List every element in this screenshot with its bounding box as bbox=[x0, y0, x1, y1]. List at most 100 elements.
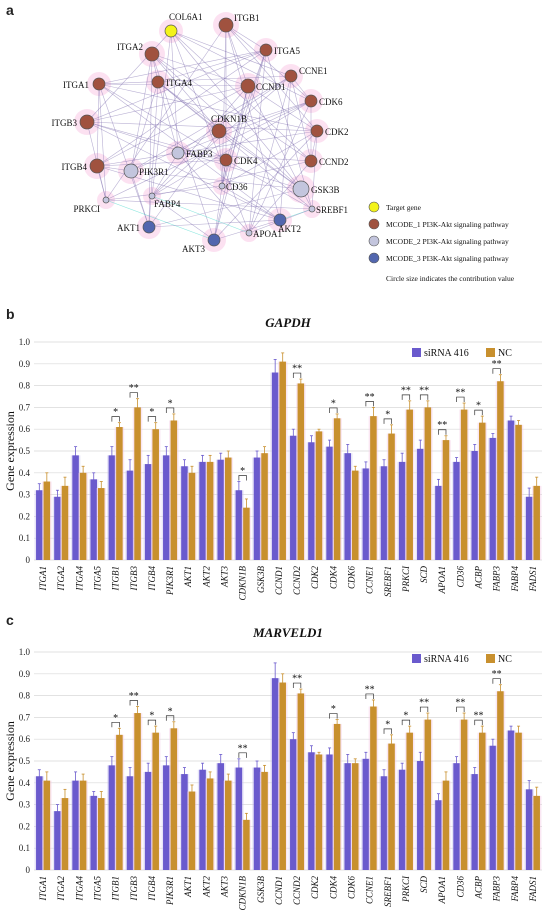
network-edge bbox=[177, 152, 312, 162]
node-label-cdkn1b: CDKN1B bbox=[211, 114, 247, 124]
y-tick-label: 0.8 bbox=[19, 691, 31, 701]
network-edge bbox=[151, 195, 215, 241]
bar-nc-fads1 bbox=[533, 485, 540, 560]
network-edge bbox=[96, 159, 227, 167]
node-label-apoa1: APOA1 bbox=[253, 229, 282, 239]
node-cdk6 bbox=[304, 94, 318, 108]
legend-swatch bbox=[412, 654, 421, 663]
significance-label: ** bbox=[292, 674, 302, 685]
bar-nc-itga2 bbox=[61, 798, 69, 870]
bar-sirna-cdk6 bbox=[344, 453, 351, 560]
node-ccnd2 bbox=[304, 154, 318, 168]
x-tick-label: PRKCI bbox=[401, 565, 411, 593]
node-label-fabp3: FABP3 bbox=[186, 149, 213, 159]
bar-nc-itgb4 bbox=[152, 429, 159, 560]
node-col6a1 bbox=[164, 24, 178, 38]
network-nodes: COL6A1 ITGB1 ITGA2 ITGA5 CCNE1 ITGA1 ITGA4 CCND… bbox=[52, 12, 349, 254]
network-edge bbox=[218, 100, 312, 132]
bar-sirna-akt3 bbox=[217, 459, 224, 560]
bar-nc-itga2 bbox=[61, 485, 69, 560]
network-edge bbox=[213, 219, 281, 241]
network-edge bbox=[86, 85, 249, 123]
bar-sirna-itgb1 bbox=[108, 455, 116, 560]
x-tick-label: CCND1 bbox=[274, 876, 284, 905]
network-edge bbox=[86, 30, 172, 123]
node-ccne1 bbox=[284, 69, 298, 83]
significance-label: ** bbox=[238, 743, 248, 754]
bar-sirna-prkci bbox=[398, 461, 406, 560]
y-tick-label: 0.5 bbox=[19, 756, 31, 766]
significance-bracket bbox=[165, 407, 175, 413]
bar-nc-pik3r1 bbox=[170, 728, 178, 870]
x-tick-label: ITGB3 bbox=[129, 876, 139, 902]
significance-bracket bbox=[474, 719, 483, 726]
node-label-col6a1: COL6A1 bbox=[169, 12, 203, 22]
x-tick-label: AKT1 bbox=[183, 566, 193, 588]
x-tick-label: FABP4 bbox=[510, 876, 520, 903]
x-tick-label: APOA1 bbox=[437, 876, 447, 905]
node-label-itgb4: ITGB4 bbox=[62, 162, 88, 172]
node-akt3 bbox=[207, 233, 221, 247]
bar-nc-itga4 bbox=[79, 472, 87, 560]
network-edge bbox=[98, 83, 227, 161]
bar-sirna-fabp3 bbox=[489, 745, 497, 870]
node-label-itga5: ITGA5 bbox=[274, 46, 300, 56]
x-tick-label: CCND2 bbox=[292, 566, 302, 596]
x-tick-label: CD36 bbox=[455, 876, 465, 898]
node-label-cdk2: CDK2 bbox=[325, 127, 349, 137]
y-tick-label: 0.2 bbox=[19, 511, 30, 521]
legend-label: MCODE_2 PI3K-Akt signaling pathway bbox=[386, 237, 509, 246]
legend-label: NC bbox=[498, 348, 512, 359]
node-itga1 bbox=[92, 77, 106, 91]
y-tick-label: 1.0 bbox=[19, 647, 31, 657]
x-tick-label: AKT2 bbox=[201, 876, 211, 899]
significance-label: * bbox=[476, 401, 481, 412]
x-tick-label: ITGA5 bbox=[93, 876, 103, 902]
network-edge bbox=[151, 53, 220, 132]
bar-sirna-itgb4 bbox=[144, 771, 152, 870]
x-tick-label: SCD bbox=[419, 876, 429, 894]
significance-bracket bbox=[329, 407, 338, 413]
node-label-akt1: AKT1 bbox=[117, 223, 140, 233]
x-tick-label: CDK6 bbox=[347, 566, 357, 590]
x-tick-label: FADS1 bbox=[528, 876, 538, 902]
bar-nc-fabp3 bbox=[497, 381, 504, 560]
significance-bracket bbox=[111, 416, 120, 422]
significance-bracket bbox=[456, 396, 465, 403]
bar-nc-itgb4 bbox=[152, 732, 159, 870]
bar-nc-itga5 bbox=[98, 798, 105, 870]
bar-sirna-akt1 bbox=[181, 466, 188, 560]
bar-nc-itga1 bbox=[43, 780, 51, 870]
x-tick-label: AKT3 bbox=[220, 566, 230, 589]
bar-sirna-ccnd1 bbox=[271, 372, 279, 560]
network-edge bbox=[151, 30, 172, 197]
network-edge bbox=[218, 130, 302, 190]
significance-bracket bbox=[147, 719, 157, 726]
bar-nc-fabp4 bbox=[515, 424, 522, 560]
network-edge bbox=[98, 49, 267, 85]
bar-nc-apoa1 bbox=[442, 440, 450, 560]
node-label-ccnd2: CCND2 bbox=[319, 157, 349, 167]
bar-sirna-pik3r1 bbox=[163, 455, 170, 560]
node-cd36 bbox=[218, 182, 226, 190]
bar-nc-ccnd1 bbox=[279, 682, 286, 870]
legend-swatch bbox=[486, 348, 495, 357]
node-cdk4 bbox=[219, 153, 233, 167]
network-edge bbox=[96, 49, 267, 167]
y-tick-label: 0.6 bbox=[19, 734, 31, 744]
chart-marveld1: MARVELD1 0 0.1 0.2 0.3 0.4 0.5 0.6 0.7 0.8 0.9 1.0 G… bbox=[3, 625, 542, 911]
significance-bracket bbox=[401, 719, 411, 726]
significance-label: * bbox=[385, 719, 390, 730]
bar-sirna-itgb3 bbox=[126, 776, 134, 870]
legend-label: siRNA 416 bbox=[424, 654, 469, 665]
y-tick-label: 0.6 bbox=[19, 424, 31, 434]
significance-label: ** bbox=[419, 385, 429, 396]
x-tick-label: PIK3R1 bbox=[165, 876, 175, 906]
bar-nc-akt1 bbox=[188, 791, 196, 870]
significance-label: * bbox=[331, 704, 336, 715]
bar-nc-prkci bbox=[406, 409, 413, 560]
panel-a-letter: a bbox=[6, 2, 14, 18]
network-edge bbox=[105, 199, 215, 241]
network-edge bbox=[151, 195, 250, 234]
node-itgb1 bbox=[218, 17, 234, 33]
